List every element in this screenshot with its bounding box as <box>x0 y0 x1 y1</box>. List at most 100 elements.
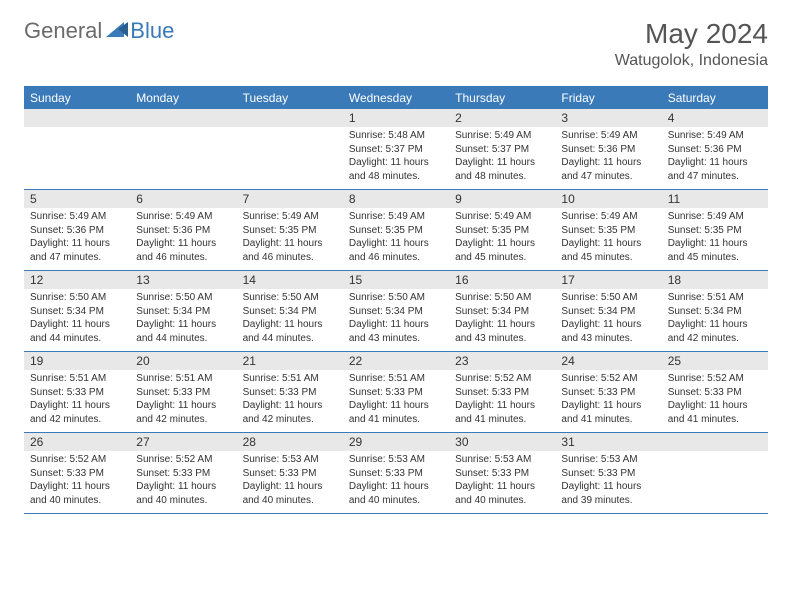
day-number: 17 <box>555 271 661 289</box>
day-number: 25 <box>662 352 768 370</box>
logo: General Blue <box>24 18 174 44</box>
day-number: 31 <box>555 433 661 451</box>
week-row: 1234Sunrise: 5:48 AMSunset: 5:37 PMDayli… <box>24 109 768 190</box>
daylight-text: Daylight: 11 hours and 41 minutes. <box>349 399 443 426</box>
sunset-text: Sunset: 5:34 PM <box>668 305 762 319</box>
day-details: Sunrise: 5:49 AMSunset: 5:35 PMDaylight:… <box>343 208 449 270</box>
day-number: 9 <box>449 190 555 208</box>
day-details: Sunrise: 5:49 AMSunset: 5:36 PMDaylight:… <box>662 127 768 189</box>
week-row: 12131415161718Sunrise: 5:50 AMSunset: 5:… <box>24 271 768 352</box>
weekday-header: Thursday <box>449 87 555 109</box>
day-details: Sunrise: 5:50 AMSunset: 5:34 PMDaylight:… <box>449 289 555 351</box>
daylight-text: Daylight: 11 hours and 42 minutes. <box>30 399 124 426</box>
sunset-text: Sunset: 5:33 PM <box>136 467 230 481</box>
day-number: 1 <box>343 109 449 127</box>
daylight-text: Daylight: 11 hours and 42 minutes. <box>243 399 337 426</box>
day-number <box>237 109 343 127</box>
day-details: Sunrise: 5:50 AMSunset: 5:34 PMDaylight:… <box>130 289 236 351</box>
day-number: 15 <box>343 271 449 289</box>
daylight-text: Daylight: 11 hours and 40 minutes. <box>455 480 549 507</box>
day-details: Sunrise: 5:49 AMSunset: 5:35 PMDaylight:… <box>662 208 768 270</box>
day-details: Sunrise: 5:52 AMSunset: 5:33 PMDaylight:… <box>662 370 768 432</box>
daylight-text: Daylight: 11 hours and 40 minutes. <box>30 480 124 507</box>
sunrise-text: Sunrise: 5:52 AM <box>136 453 230 467</box>
day-details: Sunrise: 5:49 AMSunset: 5:35 PMDaylight:… <box>237 208 343 270</box>
daynum-row: 12131415161718 <box>24 271 768 289</box>
day-details: Sunrise: 5:53 AMSunset: 5:33 PMDaylight:… <box>555 451 661 513</box>
logo-text-blue: Blue <box>130 18 174 44</box>
day-details: Sunrise: 5:51 AMSunset: 5:34 PMDaylight:… <box>662 289 768 351</box>
details-row: Sunrise: 5:51 AM Sunset: 5:33 PM Daylight:… <box>24 370 768 432</box>
sunrise-text: Sunrise: 5:50 AM <box>30 291 124 305</box>
sunrise-text: Sunrise: 5:51 AM <box>668 291 762 305</box>
daylight-text: Daylight: 11 hours and 45 minutes. <box>668 237 762 264</box>
day-number: 5 <box>24 190 130 208</box>
sunrise-text: Sunrise: 5:49 AM <box>561 129 655 143</box>
logo-triangle-icon <box>106 20 128 43</box>
day-number: 2 <box>449 109 555 127</box>
day-number: 11 <box>662 190 768 208</box>
weeks-container: 1234Sunrise: 5:48 AMSunset: 5:37 PMDayli… <box>24 109 768 514</box>
day-number: 18 <box>662 271 768 289</box>
daylight-text: Daylight: 11 hours and 44 minutes. <box>243 318 337 345</box>
sunrise-text: Sunrise: 5:49 AM <box>136 210 230 224</box>
day-number: 22 <box>343 352 449 370</box>
day-number <box>662 433 768 451</box>
daylight-text: Daylight: 11 hours and 44 minutes. <box>136 318 230 345</box>
day-details: Sunrise: 5:50 AMSunset: 5:34 PMDaylight:… <box>24 289 130 351</box>
weekday-header: Tuesday <box>237 87 343 109</box>
sunset-text: Sunset: 5:33 PM <box>561 386 655 400</box>
sunset-text: Sunset: 5:35 PM <box>243 224 337 238</box>
sunset-text: Sunset: 5:34 PM <box>136 305 230 319</box>
day-number: 26 <box>24 433 130 451</box>
week-row: 262728293031Sunrise: 5:52 AMSunset: 5:33… <box>24 433 768 514</box>
weekday-header-row: Sunday Monday Tuesday Wednesday Thursday… <box>24 87 768 109</box>
sunrise-text: Sunrise: 5:53 AM <box>561 453 655 467</box>
sunset-text: Sunset: 5:33 PM <box>136 386 230 400</box>
weekday-header: Friday <box>555 87 661 109</box>
daylight-text: Daylight: 11 hours and 47 minutes. <box>30 237 124 264</box>
day-number: 12 <box>24 271 130 289</box>
sunrise-text: Sunrise: 5:51 AM <box>30 372 124 386</box>
sunset-text: Sunset: 5:36 PM <box>136 224 230 238</box>
daylight-text: Daylight: 11 hours and 43 minutes. <box>349 318 443 345</box>
sunrise-text: Sunrise: 5:50 AM <box>561 291 655 305</box>
sunrise-text: Sunrise: 5:50 AM <box>136 291 230 305</box>
weekday-header: Wednesday <box>343 87 449 109</box>
sunrise-text: Sunrise: 5:49 AM <box>30 210 124 224</box>
daylight-text: Daylight: 11 hours and 44 minutes. <box>30 318 124 345</box>
daylight-text: Daylight: 11 hours and 47 minutes. <box>561 156 655 183</box>
sunset-text: Sunset: 5:33 PM <box>455 386 549 400</box>
day-number: 19 <box>24 352 130 370</box>
sunset-text: Sunset: 5:34 PM <box>243 305 337 319</box>
day-number: 28 <box>237 433 343 451</box>
logo-text-general: General <box>24 18 102 44</box>
sunset-text: Sunset: 5:34 PM <box>349 305 443 319</box>
day-number: 29 <box>343 433 449 451</box>
sunset-text: Sunset: 5:34 PM <box>561 305 655 319</box>
day-number: 6 <box>130 190 236 208</box>
sunrise-text: Sunrise: 5:50 AM <box>349 291 443 305</box>
weekday-header: Monday <box>130 87 236 109</box>
sunrise-text: Sunrise: 5:52 AM <box>30 453 124 467</box>
day-details: Sunrise: 5:50 AMSunset: 5:34 PMDaylight:… <box>555 289 661 351</box>
daylight-text: Daylight: 11 hours and 43 minutes. <box>455 318 549 345</box>
sunset-text: Sunset: 5:37 PM <box>349 143 443 157</box>
daylight-text: Daylight: 11 hours and 45 minutes. <box>561 237 655 264</box>
day-details: Sunrise: 5:50 AMSunset: 5:34 PMDaylight:… <box>237 289 343 351</box>
day-details: Sunrise: 5:48 AMSunset: 5:37 PMDaylight:… <box>343 127 449 189</box>
sunrise-text: Sunrise: 5:51 AM <box>243 372 337 386</box>
sunset-text: Sunset: 5:35 PM <box>455 224 549 238</box>
sunset-text: Sunset: 5:35 PM <box>668 224 762 238</box>
sunset-text: Sunset: 5:33 PM <box>30 467 124 481</box>
day-details <box>130 127 236 189</box>
daylight-text: Daylight: 11 hours and 48 minutes. <box>455 156 549 183</box>
day-number <box>24 109 130 127</box>
sunset-text: Sunset: 5:34 PM <box>455 305 549 319</box>
day-details: Sunrise: 5:49 AMSunset: 5:35 PMDaylight:… <box>555 208 661 270</box>
calendar: Sunday Monday Tuesday Wednesday Thursday… <box>24 86 768 514</box>
daynum-row: 567891011 <box>24 190 768 208</box>
day-details: Sunrise: 5:49 AMSunset: 5:37 PMDaylight:… <box>449 127 555 189</box>
sunset-text: Sunset: 5:33 PM <box>243 467 337 481</box>
weekday-header: Saturday <box>662 87 768 109</box>
